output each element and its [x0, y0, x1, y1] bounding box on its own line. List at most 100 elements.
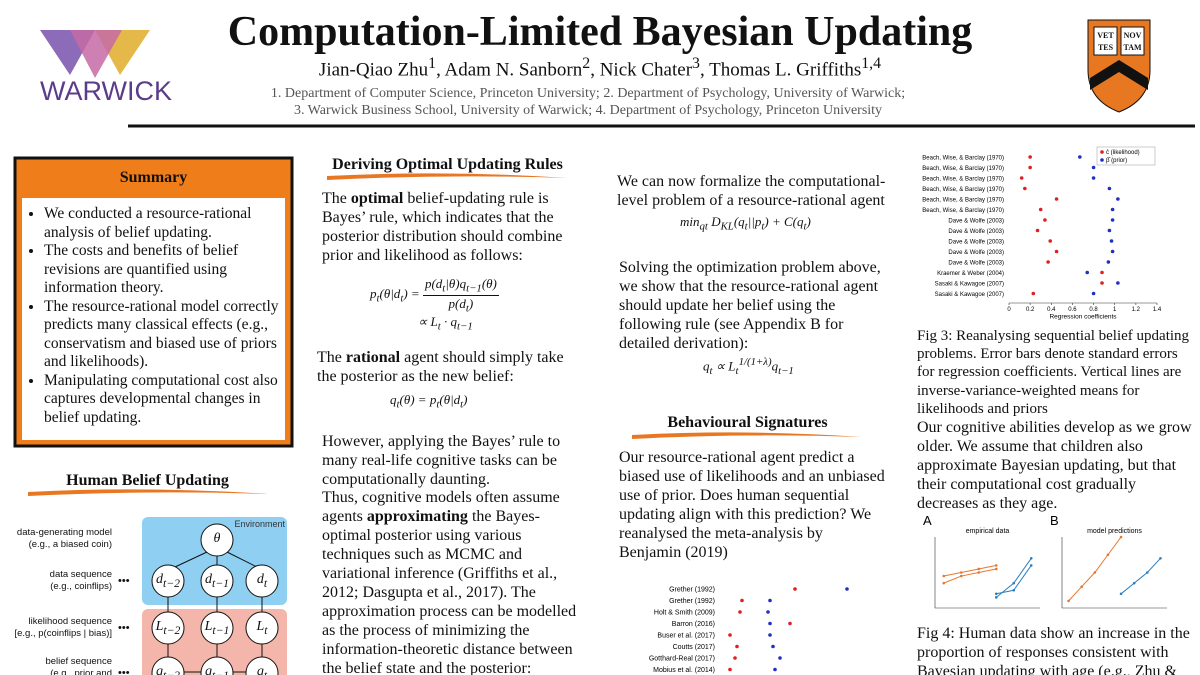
- row-label: Mobius et al. (2014): [653, 667, 715, 674]
- point: [1038, 207, 1043, 212]
- diagram-edges: [167, 551, 263, 673]
- row-label: Beach, Wise, & Barclay (1970): [922, 198, 1004, 204]
- subscript: t−2: [163, 623, 181, 637]
- point: [1046, 260, 1050, 264]
- point: [1054, 197, 1059, 201]
- paragraph: The optimal belief-updating rule is Baye…: [322, 189, 584, 265]
- shield-text: TES: [1097, 43, 1114, 52]
- point: [778, 656, 782, 660]
- text-run: d: [256, 572, 264, 587]
- superscript: 3: [692, 55, 700, 72]
- node-label: θ: [200, 531, 234, 547]
- point: [1107, 186, 1112, 191]
- node-label: qt−1: [200, 664, 234, 675]
- panel-title: model predictions: [1087, 528, 1142, 535]
- row-label: Beach, Wise, & Barclay (1970): [922, 177, 1004, 183]
- series-line: [996, 565, 1032, 595]
- subscript: t: [803, 220, 807, 233]
- node-label: Lt−2: [151, 619, 185, 637]
- point: [1110, 249, 1115, 254]
- point: [793, 587, 797, 591]
- figures: Beach, Wise, & Barclay (1970) Beach, Wise…: [649, 146, 1167, 674]
- series-line: [1120, 557, 1161, 595]
- text-run: agent should simply take the posterior a…: [317, 349, 564, 385]
- subscript: t: [263, 576, 268, 590]
- point: [1116, 197, 1120, 201]
- subscript: t−2: [163, 669, 180, 675]
- point: [1091, 176, 1096, 180]
- text-run: , Nick Chater: [590, 59, 693, 81]
- subscript: t: [442, 282, 446, 295]
- series-line: [1068, 536, 1122, 602]
- point: [1035, 228, 1040, 233]
- text-run: (θ) = p: [399, 392, 437, 407]
- point: [845, 587, 849, 591]
- logo-shape: [70, 30, 122, 78]
- text-run: (θ|d: [379, 286, 401, 302]
- subscript: t: [264, 623, 268, 637]
- section-heading: Human Belief Updating: [66, 472, 229, 489]
- ellipsis: •••: [118, 622, 130, 634]
- equation: qt(θ) = pt(θ|dt): [390, 392, 468, 411]
- series-line: [943, 564, 997, 577]
- point: [1054, 249, 1059, 254]
- subscript: t: [465, 302, 469, 315]
- diagram-label: data-generating model: [16, 527, 112, 538]
- point: [1091, 291, 1096, 296]
- legend-label: β̂ (prior): [1106, 158, 1127, 164]
- row-label: Grether (1992): [669, 587, 715, 594]
- summary-bullet: The costs and benefits of belief revisio…: [44, 242, 284, 298]
- paragraph: Our cognitive abilities develop as we gr…: [917, 419, 1192, 512]
- point: [768, 598, 772, 603]
- text-run: · q: [440, 314, 458, 329]
- point: [1100, 270, 1104, 275]
- subscript: t: [437, 320, 441, 333]
- point: [1078, 155, 1082, 159]
- text-run: belief-updating rule is Bayes’ rule, whi…: [322, 190, 563, 264]
- equation: qt ∝ Lt1/(1+λ)qt−1: [703, 356, 794, 377]
- row-label: Dave & Wolfe (2003): [948, 240, 1004, 246]
- shield-text: VET: [1097, 31, 1114, 40]
- point: [1085, 270, 1090, 275]
- text-run: L: [204, 619, 213, 634]
- row-label: Gotthard-Real (2017): [649, 656, 715, 663]
- text-run: , Thomas L. Griffiths: [699, 59, 862, 81]
- point: [1043, 218, 1047, 222]
- text-run: d: [205, 572, 213, 587]
- point: [1028, 155, 1032, 159]
- shield-text: NOV: [1123, 31, 1142, 40]
- caption: Fig 4: Human data show an increase in th…: [917, 625, 1190, 675]
- subscript: t: [761, 220, 765, 233]
- section-heading: Deriving Optimal Updating Rules: [332, 156, 563, 173]
- text-run: D: [707, 214, 721, 229]
- text-run: Jian-Qiao Zhu: [318, 59, 429, 81]
- fraction: p(dt|θ)qt−1(θ) p(dt): [422, 276, 499, 315]
- denominator: p(dt): [423, 296, 499, 315]
- paragraph: Our resource-rational agent predict a bi…: [619, 449, 885, 561]
- environment-label: Environment: [234, 519, 285, 529]
- node-label: dt−2: [151, 572, 185, 590]
- point: [768, 621, 772, 626]
- legend-label: ĉ (likelihood): [1106, 150, 1140, 156]
- text-run: q: [771, 358, 779, 374]
- point: [1048, 239, 1053, 243]
- paragraph: Thus, cognitive models often assume agen…: [322, 488, 584, 675]
- panel-title: empirical data: [966, 528, 1010, 535]
- row-label: Sasaki & Kawagoe (2007): [935, 282, 1004, 288]
- point: [1109, 239, 1114, 243]
- row-label: Beach, Wise, & Barclay (1970): [922, 208, 1004, 214]
- summary-bullet: We conducted a resource-rational analysi…: [44, 205, 284, 242]
- row-label: Dave & Wolfe (2003): [948, 219, 1004, 225]
- subscript: t−1: [212, 623, 230, 637]
- text-run: ) =: [403, 286, 423, 302]
- caption: Fig 3: Reanalysing sequential belief upd…: [917, 328, 1190, 417]
- point: [733, 656, 737, 660]
- text-run: p: [370, 286, 377, 302]
- x-axis-label: Regression coefficients: [1049, 314, 1117, 321]
- x-tick-label: 0.4: [1047, 307, 1056, 313]
- point: [1110, 218, 1115, 222]
- subscript: t−1: [457, 320, 473, 333]
- row-label: Barron (2016): [672, 621, 715, 628]
- point: [773, 667, 777, 672]
